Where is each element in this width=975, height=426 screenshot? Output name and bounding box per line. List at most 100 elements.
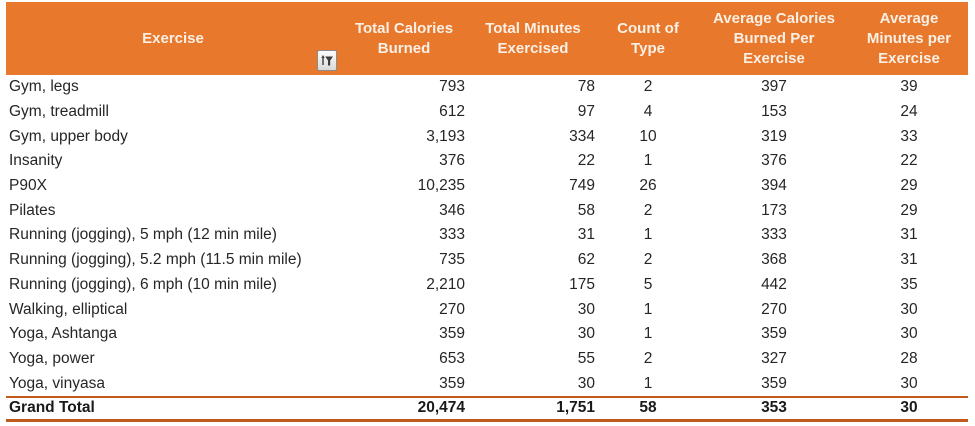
value-cell: 30 <box>577 300 595 318</box>
value-cell: 334 <box>569 127 595 145</box>
grand-total-value: 58 <box>639 399 657 417</box>
exercise-label-cell: Gym, treadmill <box>9 103 109 121</box>
value-cell: 359 <box>439 374 465 392</box>
value-cell: 22 <box>577 152 595 170</box>
grand-total-value: 20,474 <box>417 399 465 417</box>
exercise-label-cell: P90X <box>9 177 47 195</box>
value-cell: 3,193 <box>426 127 465 145</box>
exercise-label-cell: Yoga, vinyasa <box>9 374 105 392</box>
exercise-label-cell: Insanity <box>9 152 63 170</box>
row-labels-filter-button[interactable] <box>317 50 337 71</box>
table-row: Walking, elliptical 270 30 1 270 30 <box>6 297 968 322</box>
value-cell: 28 <box>900 349 918 367</box>
value-cell: 30 <box>577 325 595 343</box>
table-row: P90X 10,235 749 26 394 29 <box>6 174 968 199</box>
value-cell: 793 <box>439 78 465 96</box>
value-cell: 173 <box>761 201 787 219</box>
value-cell: 359 <box>761 325 787 343</box>
value-cell: 333 <box>761 226 787 244</box>
value-cell: 5 <box>643 275 653 293</box>
value-cell: 22 <box>900 152 918 170</box>
column-header-avg-calories: Average Calories Burned Per Exercise <box>712 9 835 67</box>
table-row: Yoga, vinyasa 359 30 1 359 30 <box>6 371 968 396</box>
value-cell: 10,235 <box>417 177 465 195</box>
value-cell: 319 <box>761 127 787 145</box>
value-cell: 24 <box>900 103 918 121</box>
value-cell: 653 <box>439 349 465 367</box>
value-cell: 29 <box>900 177 918 195</box>
value-cell: 612 <box>439 103 465 121</box>
value-cell: 397 <box>761 78 787 96</box>
value-cell: 2,210 <box>426 275 465 293</box>
exercise-label-cell: Running (jogging), 5 mph (12 min mile) <box>9 226 277 244</box>
exercise-label-cell: Walking, elliptical <box>9 300 128 318</box>
grand-total-value: 1,751 <box>556 399 595 417</box>
column-header-avg-minutes: Average Minutes per Exercise <box>866 9 952 67</box>
header-row: Exercise Total Calories Burned Total Min… <box>6 2 968 75</box>
value-cell: 368 <box>761 251 787 269</box>
table-row: Running (jogging), 5.2 mph (11.5 min mil… <box>6 248 968 273</box>
grand-total-label: Grand Total <box>9 399 95 417</box>
table-row: Yoga, Ashtanga 359 30 1 359 30 <box>6 322 968 347</box>
grand-total-value: 30 <box>900 399 918 417</box>
filter-funnel-icon <box>321 54 333 65</box>
exercise-label-cell: Running (jogging), 6 mph (10 min mile) <box>9 275 277 293</box>
exercise-label-cell: Pilates <box>9 201 56 219</box>
value-cell: 4 <box>643 103 653 121</box>
value-cell: 30 <box>900 300 918 318</box>
value-cell: 97 <box>577 103 595 121</box>
value-cell: 2 <box>643 349 653 367</box>
column-header-total-calories: Total Calories Burned <box>354 19 454 57</box>
value-cell: 10 <box>639 127 657 145</box>
table-row: Gym, legs 793 78 2 397 39 <box>6 75 968 100</box>
value-cell: 327 <box>761 349 787 367</box>
value-cell: 31 <box>577 226 595 244</box>
value-cell: 2 <box>643 201 653 219</box>
value-cell: 78 <box>577 78 595 96</box>
column-header-count-of-type: Count of Type <box>617 19 679 57</box>
value-cell: 31 <box>900 226 918 244</box>
value-cell: 29 <box>900 201 918 219</box>
exercise-label-cell: Gym, legs <box>9 78 79 96</box>
value-cell: 2 <box>643 251 653 269</box>
value-cell: 1 <box>643 226 653 244</box>
table-row: Pilates 346 58 2 173 29 <box>6 198 968 223</box>
value-cell: 735 <box>439 251 465 269</box>
value-cell: 749 <box>569 177 595 195</box>
grand-total-value: 353 <box>761 399 787 417</box>
grand-total-row: Grand Total 20,474 1,751 58 353 30 <box>6 395 968 422</box>
value-cell: 442 <box>761 275 787 293</box>
table-row: Gym, treadmill 612 97 4 153 24 <box>6 100 968 125</box>
table-row: Insanity 376 22 1 376 22 <box>6 149 968 174</box>
exercise-label-cell: Yoga, power <box>9 349 95 367</box>
pivot-table: Exercise Total Calories Burned Total Min… <box>6 2 968 422</box>
value-cell: 39 <box>900 78 918 96</box>
table-body: Gym, legs 793 78 2 397 39 Gym, treadmill 612 97 4… <box>6 75 968 396</box>
column-header-label: Exercise <box>142 29 204 47</box>
value-cell: 376 <box>761 152 787 170</box>
value-cell: 2 <box>643 78 653 96</box>
value-cell: 58 <box>577 201 595 219</box>
value-cell: 62 <box>577 251 595 269</box>
value-cell: 359 <box>439 325 465 343</box>
value-cell: 30 <box>900 374 918 392</box>
value-cell: 31 <box>900 251 918 269</box>
value-cell: 359 <box>761 374 787 392</box>
value-cell: 1 <box>643 152 653 170</box>
value-cell: 333 <box>439 226 465 244</box>
column-header-exercise: Exercise <box>6 2 340 75</box>
value-cell: 55 <box>577 349 595 367</box>
value-cell: 26 <box>639 177 657 195</box>
value-cell: 1 <box>643 300 653 318</box>
value-cell: 33 <box>900 127 918 145</box>
table-row: Running (jogging), 6 mph (10 min mile) 2,… <box>6 273 968 298</box>
value-cell: 1 <box>643 325 653 343</box>
table-row: Running (jogging), 5 mph (12 min mile) 33… <box>6 223 968 248</box>
value-cell: 153 <box>761 103 787 121</box>
value-cell: 1 <box>643 374 653 392</box>
value-cell: 270 <box>761 300 787 318</box>
value-cell: 35 <box>900 275 918 293</box>
exercise-label-cell: Running (jogging), 5.2 mph (11.5 min mil… <box>9 251 302 269</box>
value-cell: 30 <box>577 374 595 392</box>
